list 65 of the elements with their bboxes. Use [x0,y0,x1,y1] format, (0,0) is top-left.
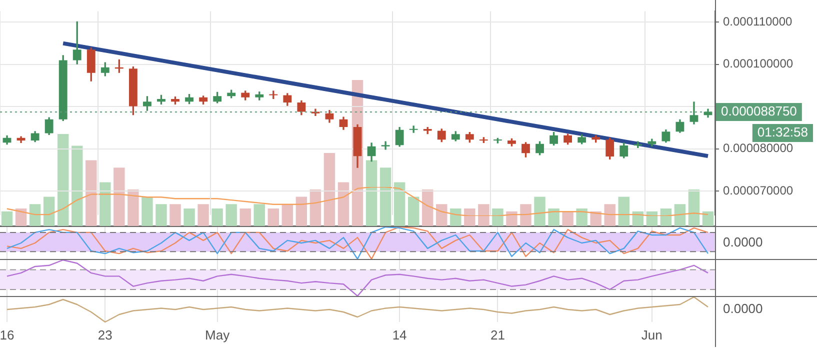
bar [632,211,644,226]
bar [1,211,13,226]
y-tick-label: 0.000110000 [723,14,793,28]
bar [618,196,630,226]
bar [142,196,153,226]
bar [282,204,294,226]
bar [57,134,69,226]
bar [394,182,406,226]
bar [674,204,686,226]
bar [86,160,97,226]
bar [422,190,434,226]
bar [198,204,209,226]
bar [562,211,574,226]
bar [156,204,167,226]
bar [170,204,181,226]
bar [100,182,111,226]
bar [254,204,265,226]
bar [450,208,462,226]
bar [324,153,336,226]
bar [128,190,139,226]
ref-line-label: 0.000088750 [721,104,797,119]
bar [688,190,700,226]
bar [114,168,125,226]
bar [15,208,27,226]
bar [646,211,658,226]
bar [520,204,532,226]
bar [338,182,350,226]
bar [296,196,308,226]
bar [240,208,251,226]
bar [366,160,378,226]
text: 01:32:58 [757,124,808,140]
candlestick [241,90,250,100]
bar [492,208,504,226]
bar [436,204,448,226]
bar [590,211,602,226]
bar [534,196,546,226]
bar [604,204,616,226]
y-tick-label: 0.000100000 [723,56,794,71]
bar [464,208,476,226]
text: 0.0000 [723,234,763,250]
bar [380,168,392,226]
bar [548,208,560,226]
x-tick-label: 14 [392,327,407,342]
text: 0.0000 [723,301,763,316]
bar [576,208,588,226]
bar [212,208,223,226]
bar [226,204,237,226]
bar [268,208,279,226]
bar [43,196,55,226]
bar [660,208,672,226]
bar [702,211,714,226]
bar [29,204,41,226]
x-tick-label: 21 [490,327,505,342]
bar [506,211,518,226]
x-tick-label: 16 [0,327,14,342]
bar [408,196,420,226]
x-tick-label: Jun [641,327,662,342]
x-tick-label: May [205,327,230,342]
y-tick-label: 0.000080000 [723,141,794,156]
x-tick-label: 23 [98,327,112,342]
bar [310,190,322,226]
y-tick-label: 0.000070000 [723,183,794,198]
bar [478,204,490,226]
bar [184,208,195,226]
bar [72,146,83,226]
